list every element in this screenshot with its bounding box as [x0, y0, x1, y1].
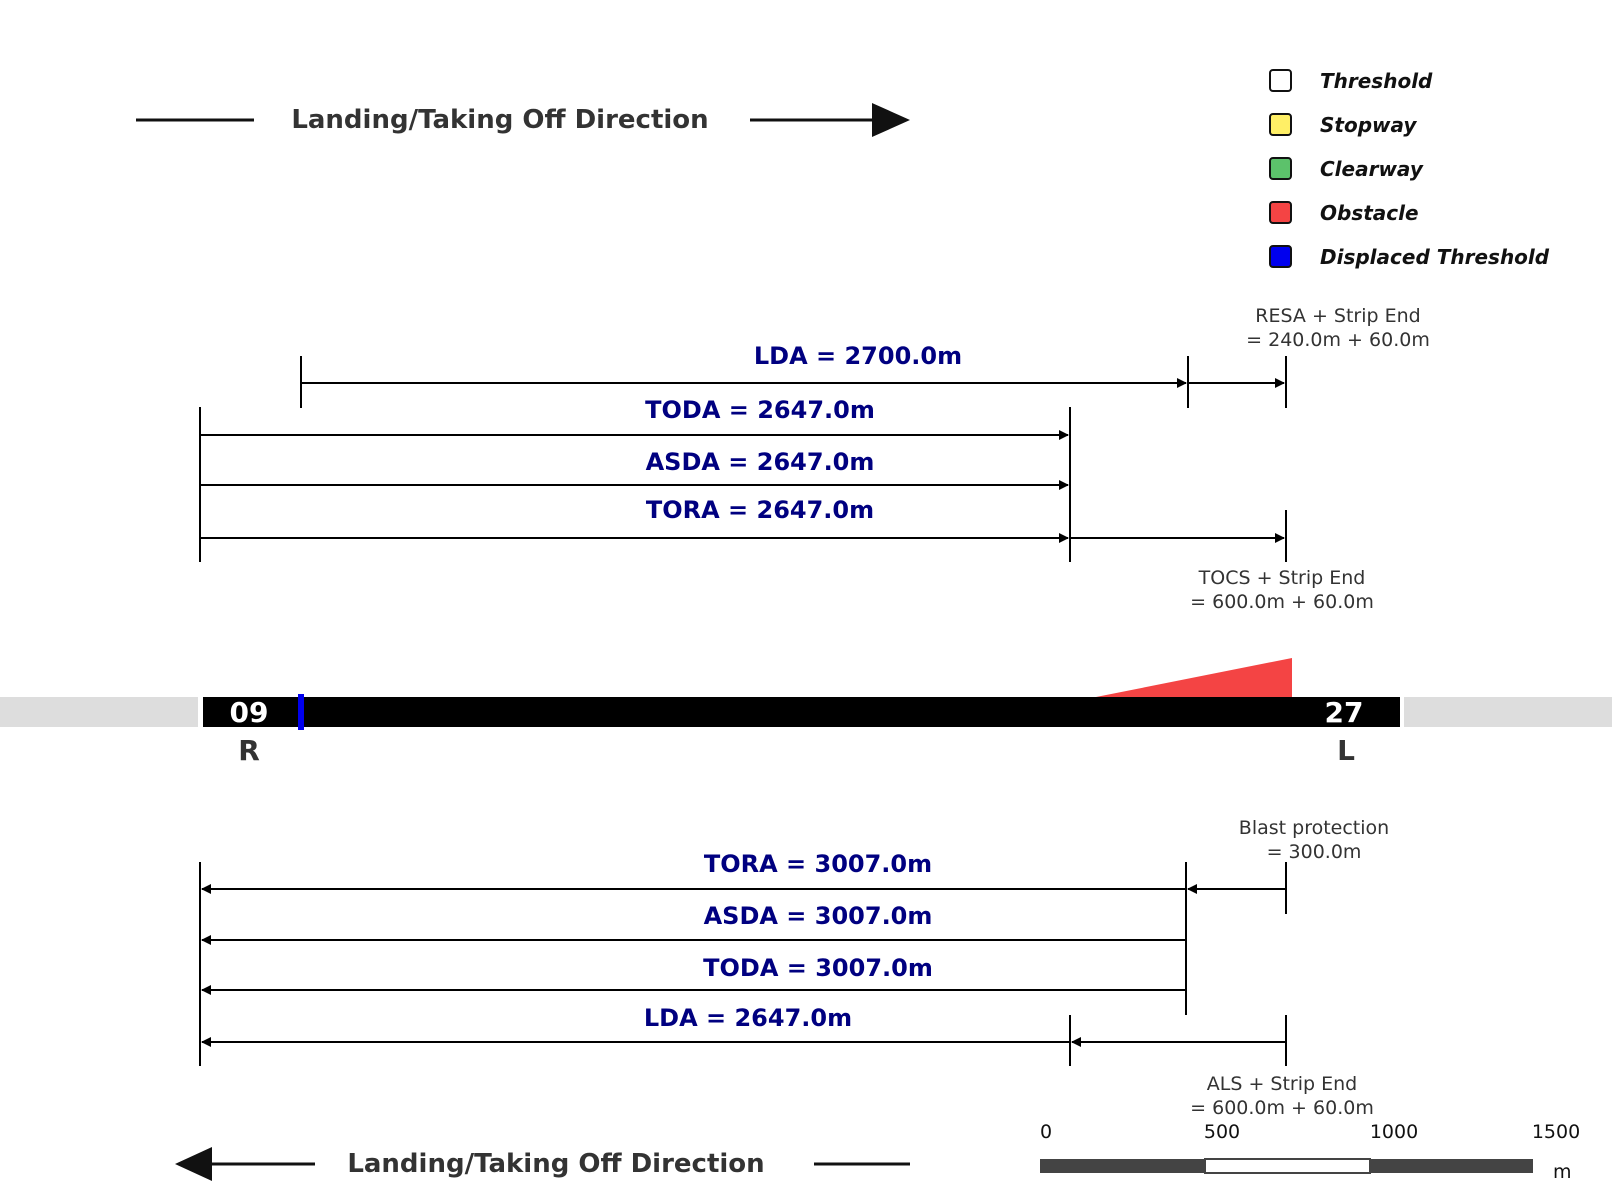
- scale-segment-1: [1040, 1159, 1205, 1173]
- tora-bottom-label: TORA = 3007.0m: [704, 850, 932, 878]
- direction-label-top: Landing/Taking Off Direction: [291, 105, 708, 135]
- legend-label-displaced-threshold: Displaced Threshold: [1320, 245, 1550, 269]
- legend-item-stopway: Stopway: [1269, 113, 1417, 137]
- scale-tick-500: 500: [1204, 1121, 1240, 1143]
- asda-bottom-label: ASDA = 3007.0m: [704, 902, 933, 930]
- stopway-swatch: [1269, 113, 1292, 136]
- asda-top-label: ASDA = 2647.0m: [646, 448, 875, 476]
- scale-unit: m: [1553, 1161, 1572, 1183]
- scale-tick-0: 0: [1040, 1121, 1052, 1143]
- legend-item-clearway: Clearway: [1269, 157, 1424, 181]
- legend-label-threshold: Threshold: [1320, 69, 1433, 93]
- legend-label-stopway: Stopway: [1320, 113, 1417, 137]
- scale-tick-1000: 1000: [1370, 1121, 1418, 1143]
- tocs-note-line2: = 600.0m + 60.0m: [1190, 591, 1374, 613]
- toda-bottom-label: TODA = 3007.0m: [703, 954, 933, 982]
- runway-side-left: R: [238, 734, 260, 767]
- direction-label-bottom: Landing/Taking Off Direction: [347, 1149, 764, 1179]
- legend-item-displaced-threshold: Displaced Threshold: [1269, 245, 1550, 269]
- shoulder-right: [1404, 697, 1612, 727]
- bottom-distances: Blast protection = 300.0m TORA = 3007.0m…: [199, 817, 1389, 1119]
- obstacle-swatch: [1269, 201, 1292, 224]
- tocs-note-line1: TOCS + Strip End: [1198, 567, 1366, 589]
- direction-indicator-bottom: Landing/Taking Off Direction: [175, 1147, 910, 1181]
- direction-indicator-top: Landing/Taking Off Direction: [136, 103, 910, 137]
- runway: 09 27 R L: [0, 658, 1612, 767]
- resa-note-line2: = 240.0m + 60.0m: [1246, 329, 1430, 351]
- arrow-right-icon: [872, 103, 910, 137]
- displaced-threshold-marker: [298, 694, 304, 730]
- displaced-threshold-swatch: [1269, 245, 1292, 268]
- legend-label-clearway: Clearway: [1320, 157, 1424, 181]
- blast-note-line2: = 300.0m: [1267, 841, 1362, 863]
- shoulder-left: [0, 697, 198, 727]
- legend-item-obstacle: Obstacle: [1269, 201, 1419, 225]
- als-note-line2: = 600.0m + 60.0m: [1190, 1097, 1374, 1119]
- obstacle-slope: [1096, 658, 1292, 697]
- legend-label-obstacle: Obstacle: [1320, 201, 1419, 225]
- scale-tick-1500: 1500: [1532, 1121, 1580, 1143]
- runway-number-right: 27: [1325, 696, 1364, 729]
- legend-item-threshold: Threshold: [1269, 69, 1433, 93]
- toda-top-label: TODA = 2647.0m: [645, 396, 875, 424]
- tora-top-label: TORA = 2647.0m: [646, 496, 874, 524]
- scale-segment-2: [1204, 1158, 1371, 1174]
- legend: Threshold Stopway Clearway Obstacle Disp…: [1269, 69, 1550, 269]
- runway-number-left: 09: [230, 696, 269, 729]
- scale-bar: 0 500 1000 1500 m: [1040, 1121, 1580, 1183]
- top-distances: RESA + Strip End = 240.0m + 60.0m LDA = …: [199, 305, 1430, 613]
- threshold-swatch: [1269, 69, 1292, 92]
- resa-note-line1: RESA + Strip End: [1255, 305, 1420, 327]
- runway-side-right: L: [1337, 734, 1355, 767]
- blast-note-line1: Blast protection: [1239, 817, 1389, 839]
- als-note-line1: ALS + Strip End: [1207, 1073, 1357, 1095]
- runway-strip: [203, 697, 1400, 727]
- lda-bottom-label: LDA = 2647.0m: [644, 1004, 852, 1032]
- clearway-swatch: [1269, 157, 1292, 180]
- arrow-left-icon: [175, 1147, 212, 1181]
- lda-top-label: LDA = 2700.0m: [754, 342, 962, 370]
- scale-segment-3: [1370, 1159, 1533, 1173]
